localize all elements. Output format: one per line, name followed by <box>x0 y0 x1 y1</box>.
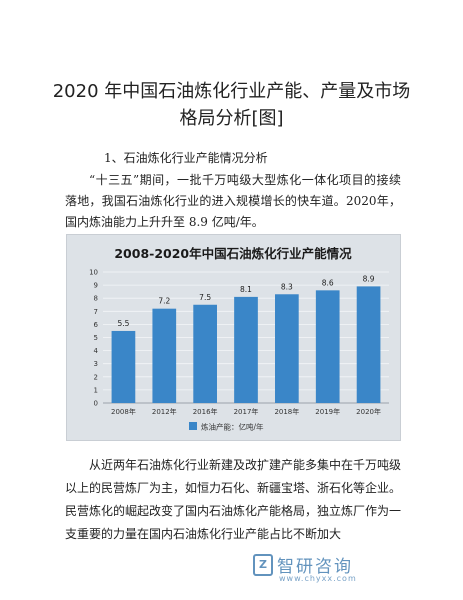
data-label: 5.5 <box>117 319 129 328</box>
y-tick-label: 5 <box>94 334 98 342</box>
y-axis-ticks: 0 1 2 3 4 5 6 7 8 9 10 <box>89 269 98 408</box>
y-tick-label: 10 <box>89 269 98 277</box>
paragraph-2: 从近两年石油炼化行业新建及改扩建产能多集中在千万吨级以上的民营炼厂为主，如恒力石… <box>65 458 402 541</box>
bar <box>152 308 177 403</box>
y-tick-label: 3 <box>94 360 98 368</box>
x-tick-label: 2019年 <box>315 407 340 416</box>
x-tick-label: 2016年 <box>193 407 218 416</box>
data-label: 8.1 <box>240 285 252 294</box>
y-tick-label: 2 <box>94 373 98 381</box>
y-tick-label: 8 <box>94 295 98 303</box>
data-labels: 5.5 7.2 7.5 8.1 8.3 8.6 8.9 <box>117 274 374 328</box>
x-tick-label: 2020年 <box>356 407 381 416</box>
watermark-name: 智研咨询 <box>277 557 353 577</box>
bar <box>111 330 136 403</box>
title-line-2: 格局分析[图] <box>179 108 284 129</box>
y-tick-label: 0 <box>94 400 98 408</box>
legend-label: 炼油产能：亿吨/年 <box>201 422 264 432</box>
data-label: 7.2 <box>158 297 170 306</box>
legend-swatch <box>189 422 197 430</box>
y-tick-label: 4 <box>94 347 99 355</box>
x-tick-label: 2018年 <box>274 407 299 416</box>
x-tick-label: 2008年 <box>111 407 136 416</box>
x-axis-ticks: 2008年 2012年 2016年 2017年 2018年 2019年 2020年 <box>111 407 381 416</box>
chart-title: 2008-2020年中国石油炼化行业产能情况 <box>114 246 352 261</box>
bar <box>234 296 258 403</box>
watermark-logo-icon: Z <box>253 554 273 576</box>
watermark: Z 智研咨询 www.chyxx.com <box>253 552 363 586</box>
title-line-1: 2020 年中国石油炼化行业产能、产量及市场 <box>52 81 411 102</box>
bar <box>275 294 299 403</box>
x-tick-label: 2017年 <box>234 407 259 416</box>
bar-chart: 2008-2020年中国石油炼化行业产能情况 0 1 2 3 4 5 6 7 8 9 10 5.5 7… <box>66 234 401 583</box>
watermark-url: www.chyxx.com <box>279 574 357 583</box>
y-tick-label: 7 <box>94 308 98 316</box>
chart-svg: 2008-2020年中国石油炼化行业产能情况 0 1 2 3 4 5 6 7 8 9 10 5.5 7… <box>89 246 389 432</box>
y-tick-label: 6 <box>94 321 99 329</box>
data-label: 8.3 <box>281 282 293 291</box>
data-label: 8.6 <box>322 278 334 287</box>
data-label: 7.5 <box>199 293 211 302</box>
bar <box>193 304 217 403</box>
data-label: 8.9 <box>363 274 375 283</box>
chart-legend: 炼油产能：亿吨/年 <box>189 422 264 432</box>
bar <box>315 290 340 403</box>
y-tick-label: 1 <box>94 386 98 394</box>
x-tick-label: 2012年 <box>152 407 177 416</box>
bar <box>356 286 381 403</box>
section-heading: 1、石油炼化行业产能情况分析 <box>104 151 268 165</box>
bars <box>111 286 381 403</box>
page-title: 2020 年中国石油炼化行业产能、产量及市场 格局分析[图] <box>40 78 423 132</box>
paragraph-1: “十三五”期间，一批千万吨级大型炼化一体化项目的接续落地，我国石油炼化行业的进入… <box>65 173 401 229</box>
y-tick-label: 9 <box>94 282 98 290</box>
